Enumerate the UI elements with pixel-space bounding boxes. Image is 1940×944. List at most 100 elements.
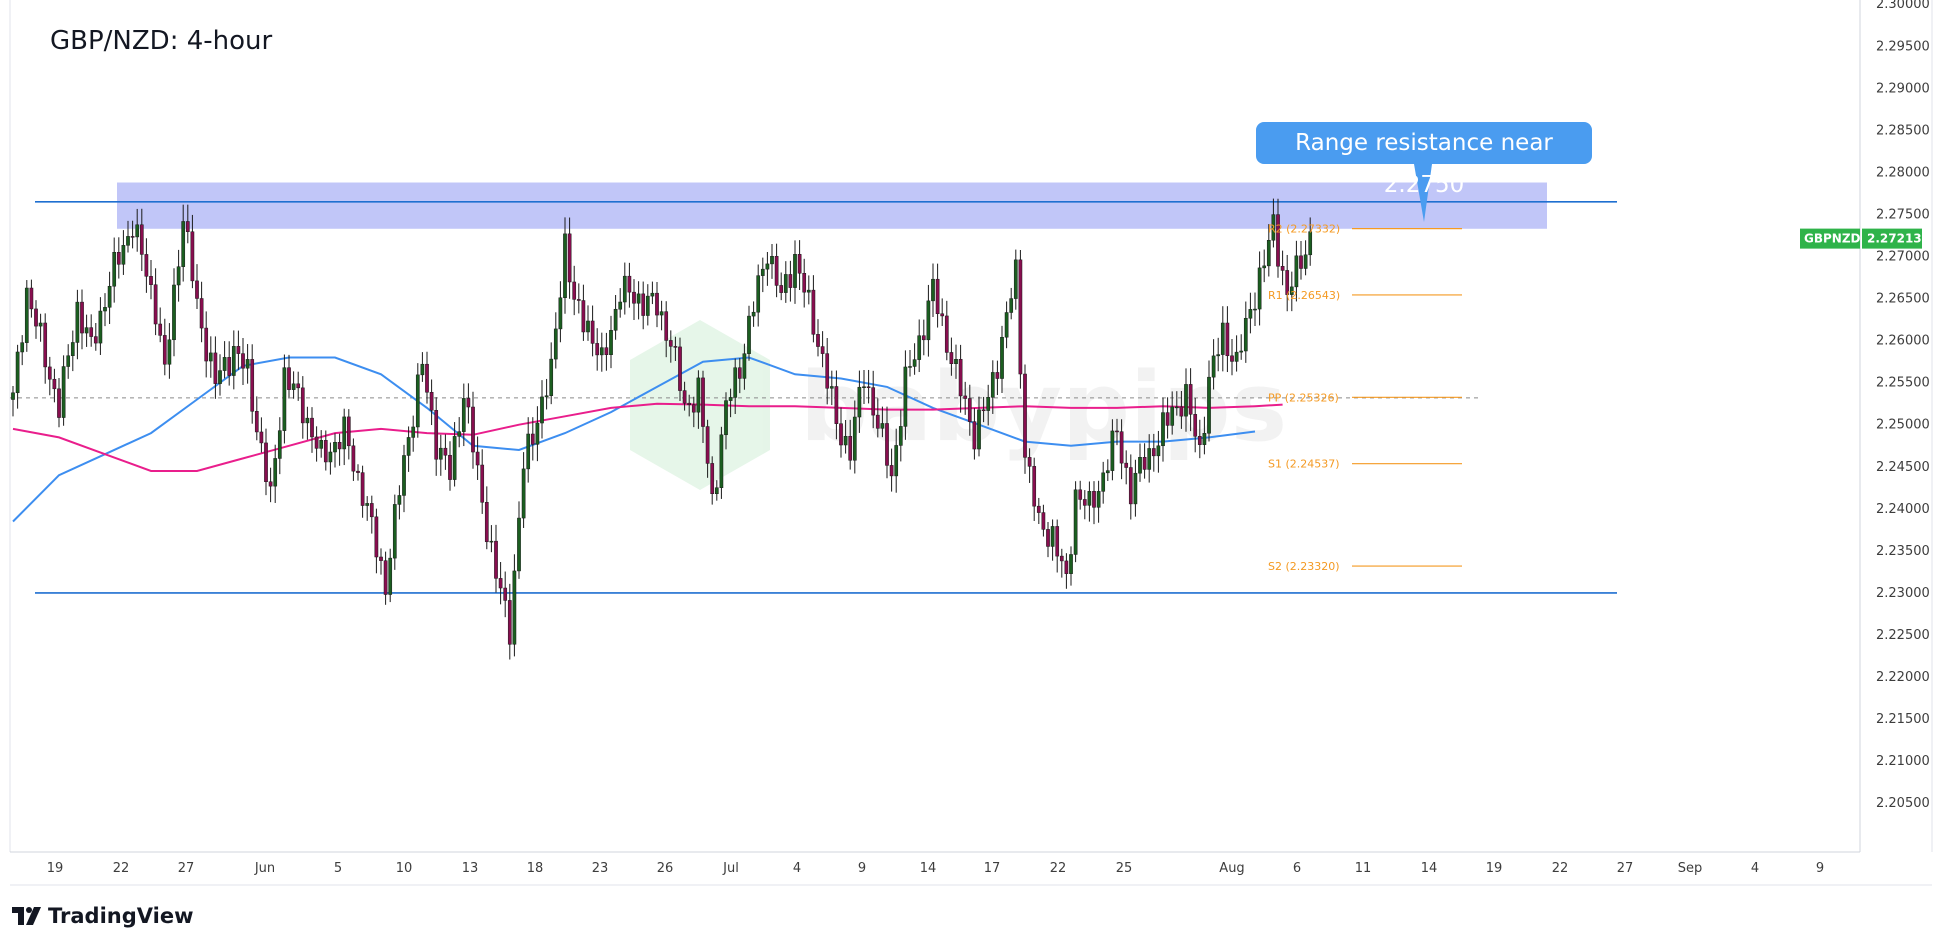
candle-body (351, 445, 356, 472)
candle-body (816, 334, 820, 347)
candle (457, 417, 462, 448)
candle (595, 328, 600, 371)
candle-body (287, 367, 291, 390)
candle (190, 214, 195, 289)
candle (1069, 546, 1073, 586)
candle (1188, 368, 1193, 432)
time-tick-label: 17 (984, 861, 1001, 876)
candle-body (213, 352, 218, 384)
candle-body (374, 516, 379, 558)
candle (507, 583, 512, 660)
candle (84, 314, 89, 347)
time-tick-label: 22 (1552, 861, 1569, 876)
price-tick-label: 2.24500 (1876, 460, 1930, 475)
candle-body (29, 287, 34, 310)
candle-body (392, 504, 397, 559)
candle (1207, 360, 1211, 442)
candle-body (1032, 466, 1037, 507)
candle-body (1253, 308, 1257, 311)
candle-body (38, 322, 43, 327)
candle-body (167, 339, 172, 365)
candle (448, 441, 452, 491)
candle (66, 344, 71, 379)
candle (305, 406, 310, 440)
candle (1133, 459, 1138, 517)
candle (885, 406, 889, 479)
candle (291, 371, 296, 399)
candle (1243, 301, 1248, 363)
candle (765, 251, 770, 286)
candle-body (130, 236, 135, 238)
candle-body (655, 292, 659, 316)
candle (567, 217, 572, 299)
candle (1211, 339, 1216, 390)
candle-body (1023, 373, 1027, 458)
candle (1027, 448, 1032, 483)
candle (337, 433, 342, 466)
candle (135, 208, 140, 252)
candle (576, 283, 581, 314)
candle-body (185, 221, 190, 232)
candle (452, 422, 457, 487)
candle (323, 430, 328, 471)
candle (563, 217, 567, 314)
candle-body (250, 359, 255, 412)
candle-body (457, 431, 462, 437)
time-tick-label: Jun (254, 861, 275, 876)
candle (967, 384, 972, 436)
candle (834, 370, 839, 440)
candle (898, 409, 903, 462)
candle-body (1138, 457, 1142, 474)
candle-body (1050, 526, 1055, 547)
candle-body (857, 386, 862, 418)
candle (80, 289, 84, 350)
candle-body (1064, 560, 1069, 574)
candle (645, 284, 650, 326)
candle (1266, 224, 1271, 277)
time-tick-label: 10 (396, 861, 413, 876)
candle (392, 494, 397, 570)
candle (52, 368, 57, 403)
pivot-label-s2: S2 (2.23320) (1268, 560, 1340, 573)
candle-body (34, 308, 38, 327)
candle (691, 396, 696, 428)
candle (351, 438, 356, 481)
candle-body (1115, 430, 1119, 433)
candle-body (1234, 351, 1239, 362)
candle (162, 318, 167, 376)
candle-body (898, 426, 903, 446)
candle (1032, 457, 1037, 521)
time-tick-label: 25 (1116, 861, 1133, 876)
candle-body (811, 289, 816, 335)
ma-slow-line (12, 402, 1283, 472)
candle-body (208, 352, 213, 362)
candle-body (903, 366, 908, 427)
candle (770, 244, 774, 279)
candle-body (448, 454, 452, 480)
candle (429, 379, 434, 426)
candle (977, 396, 981, 457)
candle (806, 275, 811, 305)
candle-body (1105, 470, 1110, 474)
candle (443, 434, 448, 470)
candle (461, 383, 466, 447)
candle-body (1059, 555, 1064, 562)
candle-body (590, 320, 595, 344)
candle (632, 279, 636, 321)
candle-body (760, 268, 765, 276)
candle-body (954, 358, 958, 365)
candle (1036, 497, 1041, 525)
candle (862, 370, 866, 405)
candle (475, 436, 480, 480)
candle-body (935, 278, 940, 315)
candle (622, 262, 627, 315)
candle (24, 280, 29, 352)
candle-body (774, 256, 779, 286)
candle-body (714, 487, 719, 494)
candle (931, 263, 935, 318)
candle (783, 261, 788, 303)
candle (986, 384, 991, 426)
price-tick-label: 2.22500 (1876, 628, 1930, 643)
candle (89, 314, 94, 347)
candle (1248, 292, 1253, 334)
